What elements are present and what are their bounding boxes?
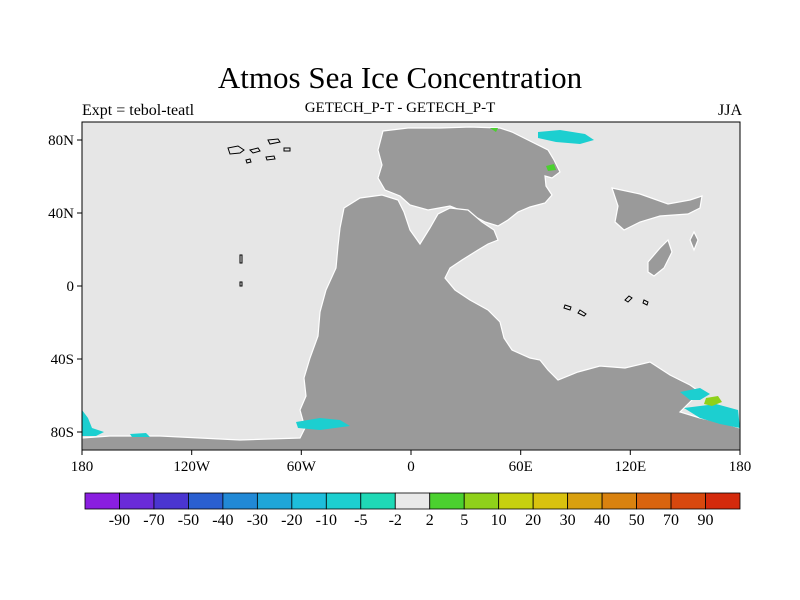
colorbar: -90 -70 -50 -40 -30 -20 -10 -5 -2 2 5 10 20 30 40 50 70 9… [84,492,741,529]
colorbar-label: -40 [212,512,233,529]
anomaly-south-cyan-60w [296,418,350,430]
colorbar-label: 70 [663,512,679,529]
land-masses [81,126,741,451]
lat-tick-labels: 80N 40N 0 40S 80S [48,133,74,441]
lon-tick-label: 120E [614,459,646,475]
colorbar-label: -90 [109,512,130,529]
colorbar-label: -50 [178,512,199,529]
anomaly-south-cyan-east [680,388,710,400]
lat-tick-label: 40S [51,352,74,368]
colorbar-swatch [256,492,293,510]
colorbar-swatch [153,492,189,510]
colorbar-label: 30 [560,512,576,529]
island-outlines [227,138,649,317]
colorbar-label: 10 [491,512,507,529]
lat-tick-label: 0 [67,279,75,295]
colorbar-label: 5 [460,512,468,529]
land-east-strip [647,238,673,277]
colorbar-label: -2 [389,512,402,529]
lat-tick-label: 40N [48,206,74,222]
lat-tick-label: 80N [48,133,74,149]
lon-tick-label: 180 [71,459,94,475]
anomaly-arctic-cyan [538,130,594,144]
colorbar-label: -5 [354,512,367,529]
colorbar-swatch [394,492,431,510]
colorbar-swatch [636,492,672,510]
colorbar-swatch [601,492,637,510]
comparison-label: GETECH_P-T - GETECH_P-T [304,100,496,116]
colorbar-swatch [222,492,258,510]
colorbar-swatch [463,492,500,510]
lon-tick-labels: 180 120W 60W 0 60E 120E 180 [71,459,752,475]
anomaly-south-cyan-east2 [684,404,740,428]
anomaly-south-cyan-west [82,410,104,436]
lon-tick-label: 60W [287,459,317,475]
anomaly-south-green-east [704,396,722,406]
lat-axis [77,139,82,433]
land-east-terrane [611,187,703,231]
colorbar-label: -30 [247,512,268,529]
land-north-continent [377,126,561,227]
colorbar-label: -20 [281,512,302,529]
colorbar-swatch [429,492,465,510]
anomaly-arctic-green [546,164,556,171]
colorbar-swatch [325,492,362,510]
land-small-island [689,230,699,252]
colorbar-swatch [498,492,534,510]
colorbar-swatch [291,492,327,510]
colorbar-swatch [119,492,155,510]
lon-tick-label: 120W [173,459,211,475]
experiment-label: Expt = tebol-teatl [82,102,195,119]
colorbar-label: 50 [629,512,645,529]
colorbar-label: 40 [594,512,610,529]
colorbar-label: 20 [525,512,541,529]
lon-tick-label: 180 [729,459,752,475]
ice-anomaly-patches [82,128,740,437]
map-title: Atmos Sea Ice Concentration [217,60,583,95]
colorbar-swatch [532,492,569,510]
anomaly-arctic-green-small [490,128,498,132]
land-pangea [81,194,741,451]
season-label: JJA [717,102,742,119]
colorbar-swatch [567,492,603,510]
colorbar-label: 90 [698,512,714,529]
anomaly-south-cyan-mid [130,433,150,437]
colorbar-swatch [670,492,706,510]
colorbar-label: 2 [426,512,434,529]
colorbar-swatch [705,492,741,510]
lon-axis [81,450,741,455]
colorbar-label: -10 [316,512,337,529]
colorbar-label: -70 [143,512,164,529]
lon-tick-label: 60E [509,459,533,475]
colorbar-swatch [188,492,224,510]
lat-tick-label: 80S [51,425,74,441]
lon-tick-label: 0 [407,459,415,475]
colorbar-swatch [84,492,120,510]
colorbar-swatch [360,492,396,510]
